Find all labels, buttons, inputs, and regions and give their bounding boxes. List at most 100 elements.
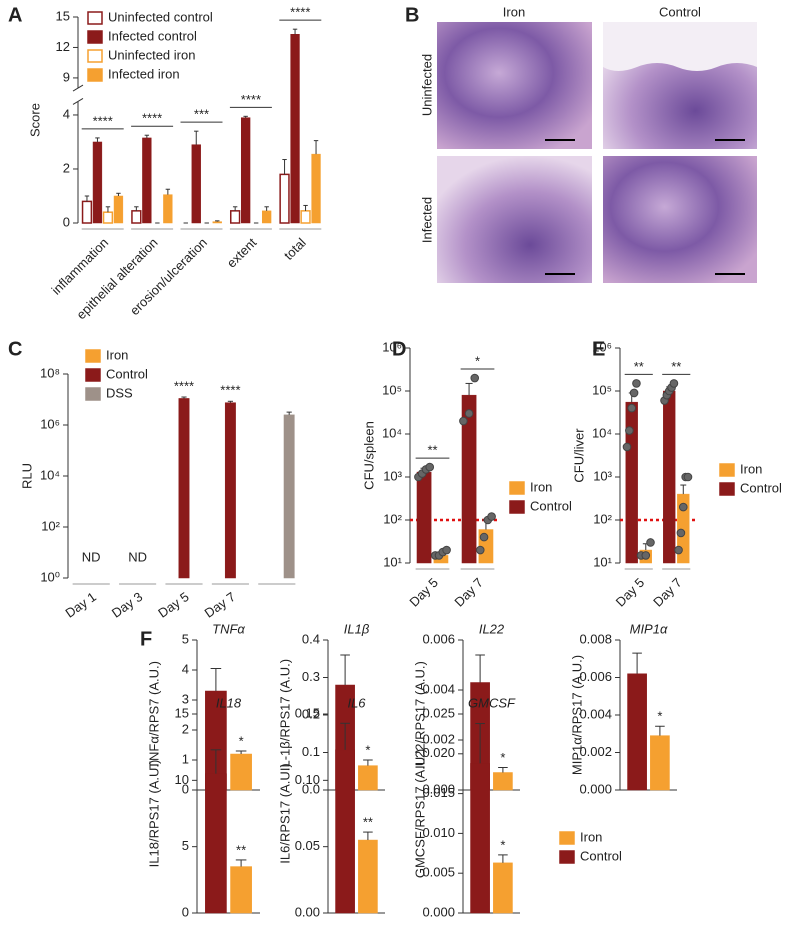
legend-swatch: [509, 500, 525, 514]
x-tick-label: Day 1: [62, 589, 98, 621]
significance-label: ND: [82, 549, 101, 564]
bar: [493, 862, 513, 914]
y-tick-label: 10¹: [593, 554, 612, 569]
x-tick-label: Day 3: [109, 589, 145, 621]
legend-swatch: [87, 11, 103, 25]
bar: [283, 414, 295, 579]
significance-label: **: [671, 359, 681, 374]
data-point: [641, 551, 651, 560]
bar: [416, 471, 432, 564]
significance-label: ****: [220, 383, 240, 398]
y-tick-label: 0.000: [579, 781, 612, 796]
legend-label: Uninfected control: [108, 9, 213, 24]
bar: [212, 221, 222, 224]
significance-label: ****: [290, 5, 310, 20]
chart-title: GMCSF: [468, 695, 516, 710]
data-point: [464, 409, 474, 418]
bar: [290, 34, 300, 224]
y-tick-label: 0.15: [295, 705, 320, 720]
significance-label: **: [427, 443, 437, 458]
micrograph: [437, 22, 592, 149]
y-tick-label: 0.004: [579, 706, 612, 721]
data-point: [425, 462, 435, 472]
y-axis-label: CFU/spleen: [361, 421, 376, 490]
bar: [230, 866, 252, 914]
y-tick-label: 0: [182, 904, 189, 919]
row-label: Uninfected: [419, 54, 434, 116]
y-tick-label: 0: [182, 781, 189, 796]
significance-label: ND: [128, 549, 147, 564]
bar: [92, 141, 103, 224]
bar: [81, 200, 93, 224]
y-tick-label: 5: [182, 838, 189, 853]
bar: [627, 673, 647, 791]
micrograph: [437, 156, 592, 283]
legend-label: Uninfected iron: [108, 47, 195, 62]
chart-title: IL1β: [344, 621, 370, 636]
y-tick-label: 0.006: [422, 631, 455, 646]
lumen: [603, 22, 757, 71]
bar: [102, 211, 114, 224]
significance-label: *: [239, 733, 244, 748]
histology-panel: B Iron Control Uninfected Infected: [405, 4, 757, 283]
y-tick-label: 0: [63, 214, 70, 229]
legend-label: Control: [530, 498, 572, 513]
y-tick-label: 0.2: [302, 706, 320, 721]
y-tick-label: 2: [182, 721, 189, 736]
bar: [663, 390, 676, 564]
chart-title: TNFα: [212, 621, 245, 636]
data-point: [629, 388, 639, 398]
x-tick-label: Day 5: [406, 575, 441, 610]
bar: [300, 210, 311, 224]
legend-swatch: [87, 68, 103, 82]
y-tick-label: 0.020: [422, 745, 455, 760]
legend-swatch: [87, 49, 103, 63]
x-tick-label: Day 5: [613, 575, 648, 610]
y-tick-label: 0.10: [295, 772, 320, 787]
y-tick-label: 4: [182, 661, 189, 676]
y-tick-label: 10⁴: [40, 467, 60, 482]
y-tick-label: 4: [63, 106, 70, 121]
bar: [358, 765, 378, 791]
legend-label: Control: [740, 480, 782, 495]
y-tick-label: 0.006: [579, 669, 612, 684]
chart-title: IL18: [216, 695, 242, 710]
legend-label: Iron: [580, 829, 602, 844]
bar: [229, 210, 241, 224]
significance-label: *: [365, 742, 370, 757]
significance-label: *: [657, 709, 662, 724]
legend-label: Control: [580, 848, 622, 863]
bar: [650, 735, 670, 791]
legend-label: Iron: [740, 461, 762, 476]
y-tick-label: 0.008: [579, 631, 612, 646]
y-tick-label: 10²: [41, 518, 60, 533]
y-axis-label: IL22/RPS17 (A.U.): [412, 661, 427, 769]
y-axis-label: GMCSF/RPS17 (A.U.): [412, 749, 427, 878]
y-axis-label: MIP1α/RPS17 (A.U.): [569, 655, 584, 775]
panel-letter: D: [392, 338, 406, 360]
legend-swatch: [85, 368, 101, 382]
y-tick-label: 0.015: [422, 785, 455, 800]
y-tick-label: 0.002: [422, 731, 455, 746]
legend-swatch: [85, 349, 101, 363]
significance-label: *: [500, 837, 505, 852]
column-label: Iron: [503, 4, 525, 19]
y-tick-label: 0.0: [302, 781, 320, 796]
y-axis-label: CFU/liver: [571, 428, 586, 483]
y-tick-label: 0.4: [302, 631, 320, 646]
bar: [142, 137, 152, 224]
data-point: [646, 538, 655, 547]
bar: [113, 195, 124, 224]
y-tick-label: 15: [56, 8, 70, 23]
y-tick-label: 2: [63, 160, 70, 175]
y-axis-label: TNFα/RPS7 (A.U.): [146, 661, 161, 769]
bar: [625, 401, 638, 564]
y-tick-label: 10³: [383, 468, 402, 483]
significance-label: **: [363, 815, 373, 830]
significance-label: *: [500, 750, 505, 765]
row-label: Infected: [419, 197, 434, 243]
y-axis-label: IL-1β/RPS17 (A.U.): [277, 659, 292, 771]
bar: [163, 194, 173, 224]
